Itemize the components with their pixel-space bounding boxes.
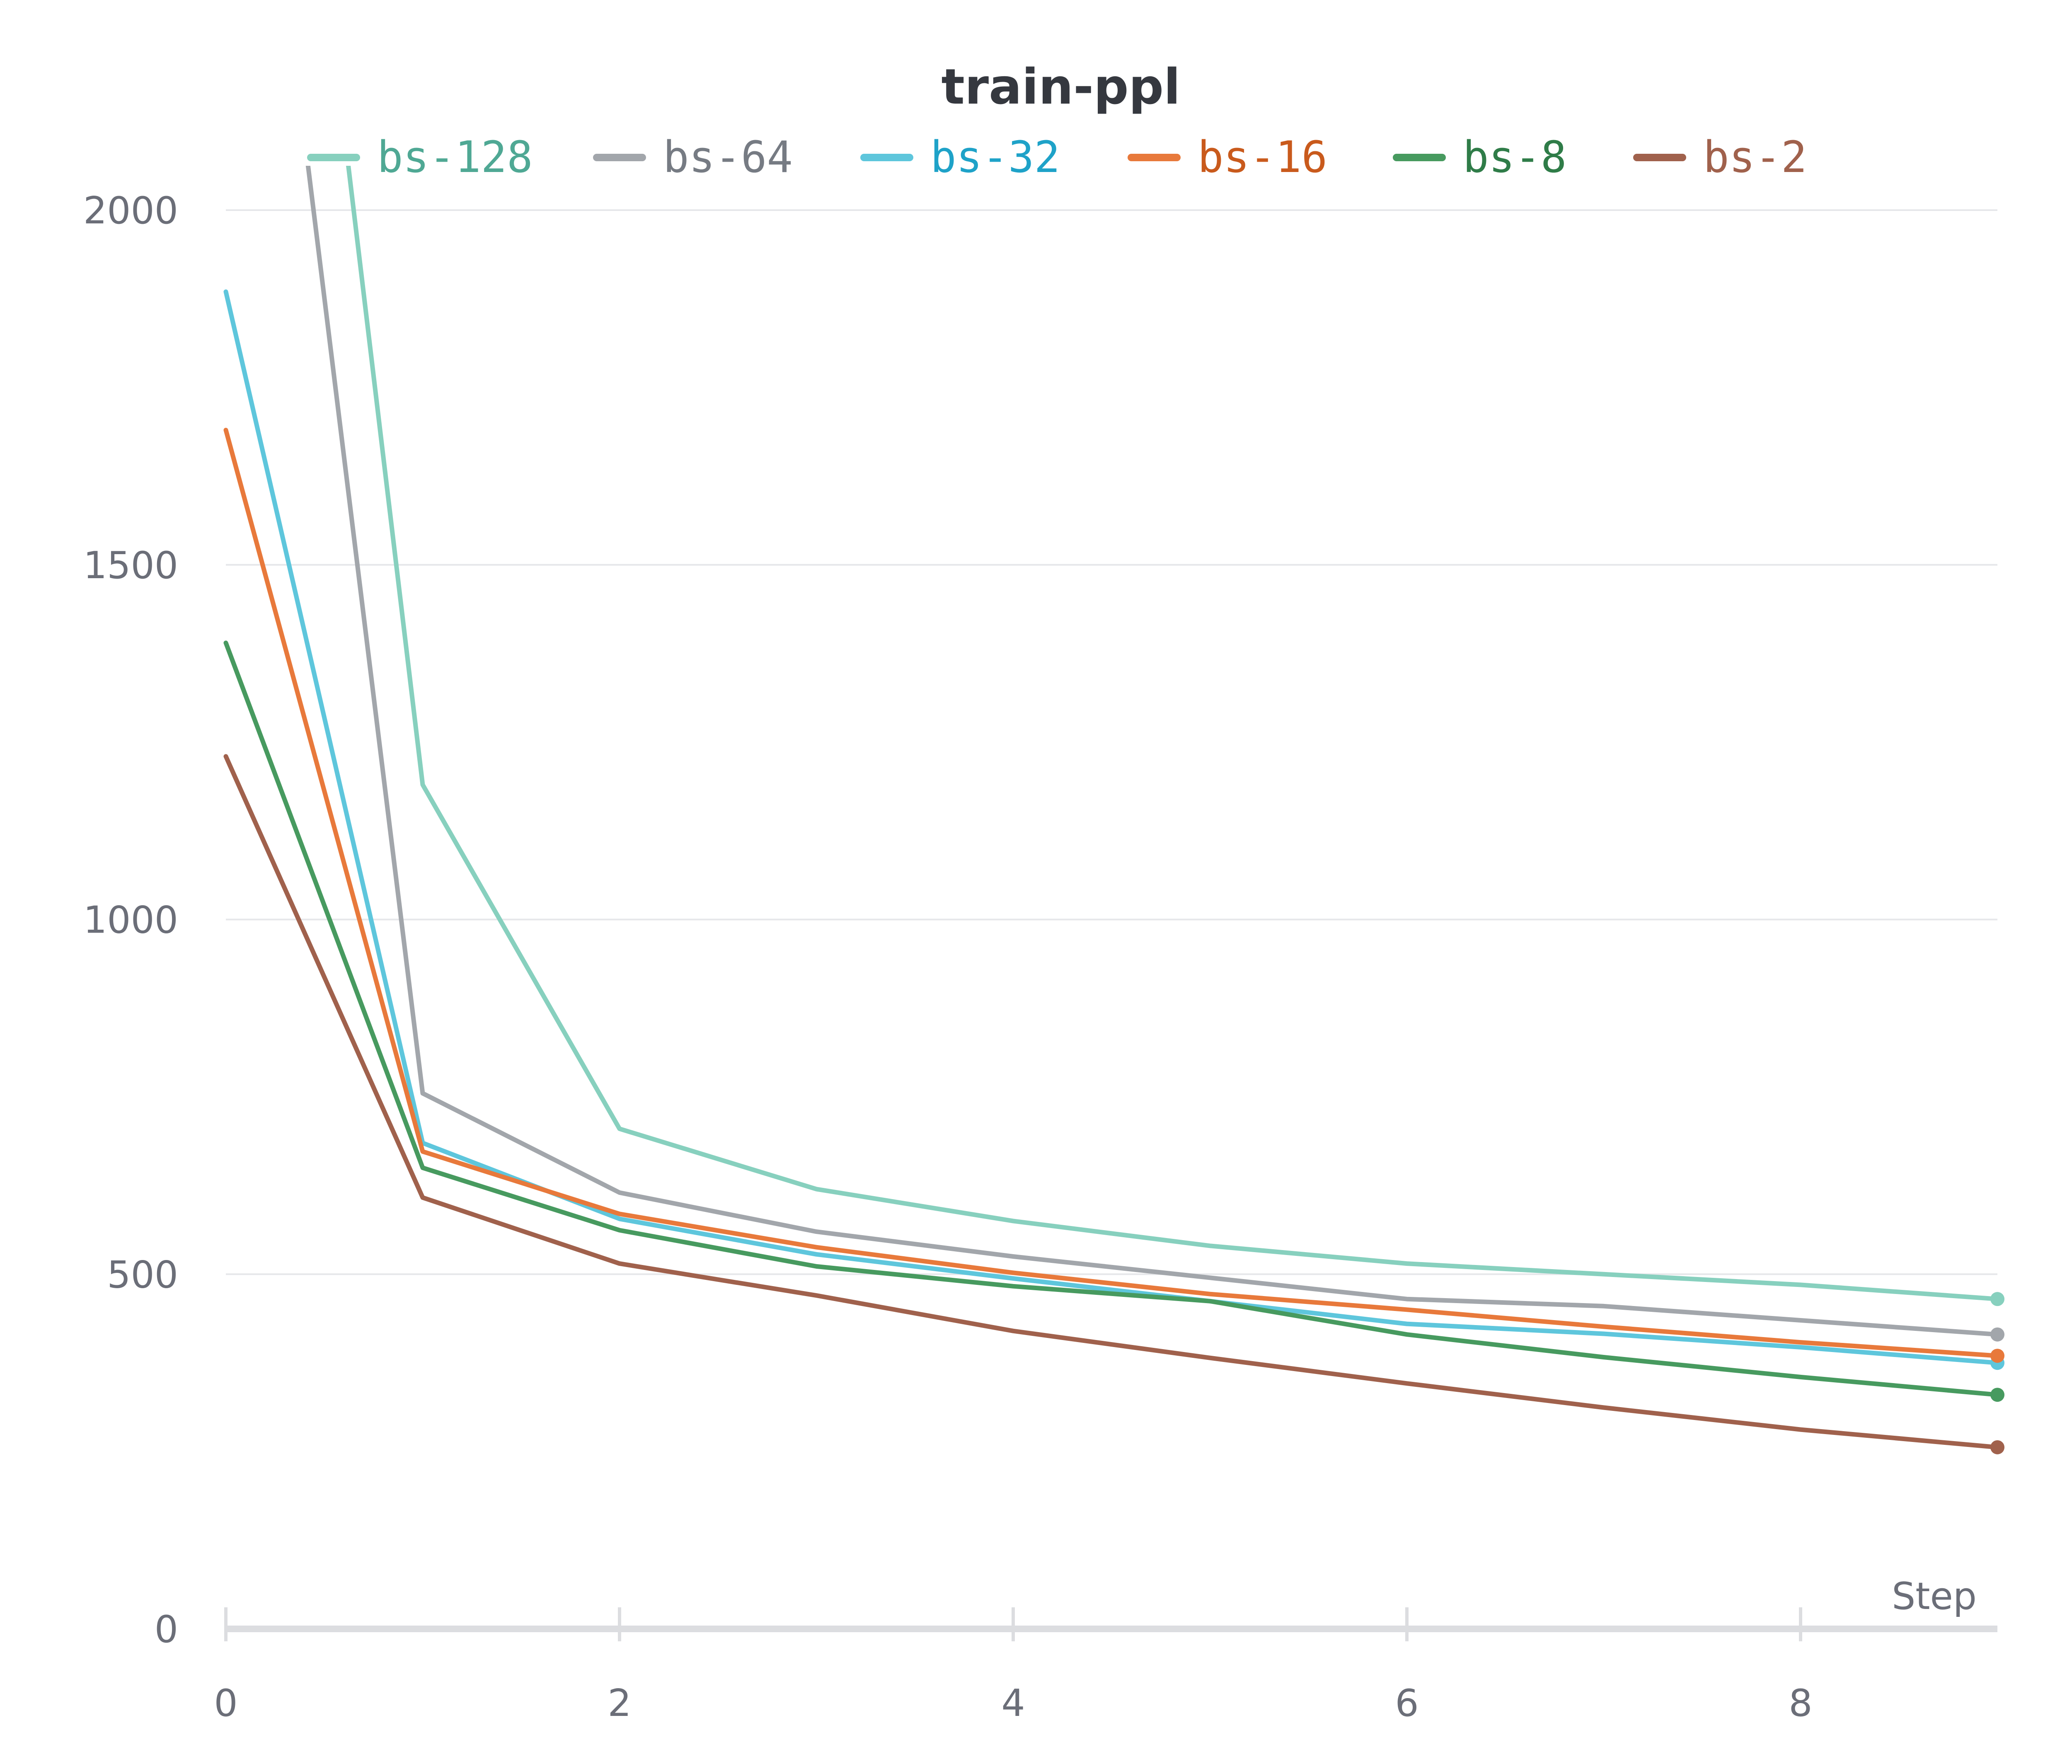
legend-label-bs-8: bs-8 <box>1463 132 1566 182</box>
legend-label-bs-64: bs-64 <box>663 132 793 182</box>
x-tick-label-6: 6 <box>1395 1682 1418 1725</box>
series-endpoint-bs-2 <box>1990 1440 2004 1454</box>
y-tick-label-1000: 1000 <box>83 899 178 942</box>
y-tick-label-0: 0 <box>155 1608 178 1651</box>
legend-label-bs-128: bs-128 <box>377 132 533 182</box>
x-tick-label-4: 4 <box>1001 1682 1025 1725</box>
series-lines <box>223 166 2000 1450</box>
series-line-bs-32 <box>223 289 2000 1365</box>
grid-lines <box>226 209 1997 1275</box>
y-tick-label-500: 500 <box>107 1253 178 1296</box>
series-endpoint-bs-8 <box>1990 1388 2004 1402</box>
series-line-bs-8 <box>223 640 2000 1397</box>
series-line-bs-64 <box>305 166 2000 1337</box>
series-line-bs-128 <box>346 166 2000 1301</box>
chart-title: train-ppl <box>941 58 1180 115</box>
x-tick-label-8: 8 <box>1789 1682 1812 1725</box>
y-tick-label-1500: 1500 <box>83 544 178 587</box>
series-endpoint-bs-64 <box>1990 1327 2004 1342</box>
series-endpoints <box>1990 1292 2004 1454</box>
series-line-bs-2 <box>223 754 2000 1450</box>
x-axis-title: Step <box>1892 1575 1977 1618</box>
x-tick-label-2: 2 <box>608 1682 631 1725</box>
legend: bs-128 bs-64 bs-32 bs-16 bs-8 bs-2 <box>307 132 1807 182</box>
x-tick-label-0: 0 <box>214 1682 237 1725</box>
series-endpoint-bs-128 <box>1990 1292 2004 1306</box>
series-line-bs-16 <box>223 428 2000 1358</box>
y-tick-label-2000: 2000 <box>83 189 178 233</box>
legend-label-bs-16: bs-16 <box>1198 132 1327 182</box>
x-axis: 0 2 4 6 8 <box>214 1607 1997 1725</box>
y-axis: 0 500 1000 1500 2000 <box>83 189 178 1651</box>
legend-label-bs-32: bs-32 <box>930 132 1060 182</box>
legend-label-bs-2: bs-2 <box>1703 132 1807 182</box>
series-endpoint-bs-16 <box>1990 1349 2004 1363</box>
